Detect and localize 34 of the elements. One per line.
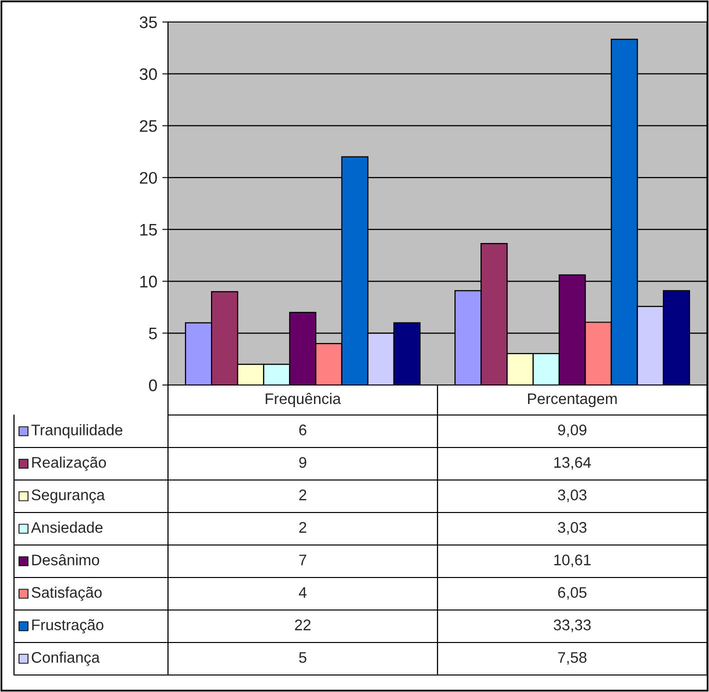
legend-label: Confiança <box>32 652 100 666</box>
data-label: 9 <box>299 457 306 468</box>
y-tick-label: 35 <box>140 16 157 28</box>
data-label: 4 <box>298 587 307 598</box>
legend-label: Realização <box>32 456 106 471</box>
data-label: 7,58 <box>558 652 586 665</box>
y-tick-label: 30 <box>140 68 157 80</box>
y-tick-label: 5 <box>148 328 157 340</box>
legend-label: Desânimo <box>32 554 100 566</box>
y-tick-label: 15 <box>140 224 157 236</box>
data-label: 10,61 <box>554 554 591 568</box>
data-label: 6,05 <box>558 587 586 600</box>
y-tick-label: 10 <box>140 276 157 288</box>
legend-label: Satisfação <box>32 586 102 601</box>
data-label: 3,03 <box>558 490 586 502</box>
data-label: 2 <box>299 522 306 533</box>
x-tick-label: Frequência <box>266 392 341 408</box>
data-label: 7 <box>299 554 306 566</box>
legend-label: Tranquilidade <box>31 424 122 438</box>
data-label: 6 <box>299 424 306 436</box>
legend-label: Frustração <box>32 619 104 634</box>
x-tick-label: Percentagem <box>528 393 617 408</box>
legend-label: Ansiedade <box>31 522 103 533</box>
y-tick-label: 20 <box>140 172 157 184</box>
y-tick-label: 25 <box>140 120 157 132</box>
data-label: 3,03 <box>558 522 586 535</box>
data-label: 5 <box>299 652 306 663</box>
y-tick-label: 0 <box>148 379 157 392</box>
data-label: 9,09 <box>558 424 586 438</box>
data-label: 13,64 <box>554 457 591 470</box>
data-label: 33,33 <box>554 620 591 632</box>
data-label: 22 <box>295 620 310 630</box>
legend-label: Segurança <box>32 489 105 504</box>
data-label: 2 <box>299 490 306 500</box>
